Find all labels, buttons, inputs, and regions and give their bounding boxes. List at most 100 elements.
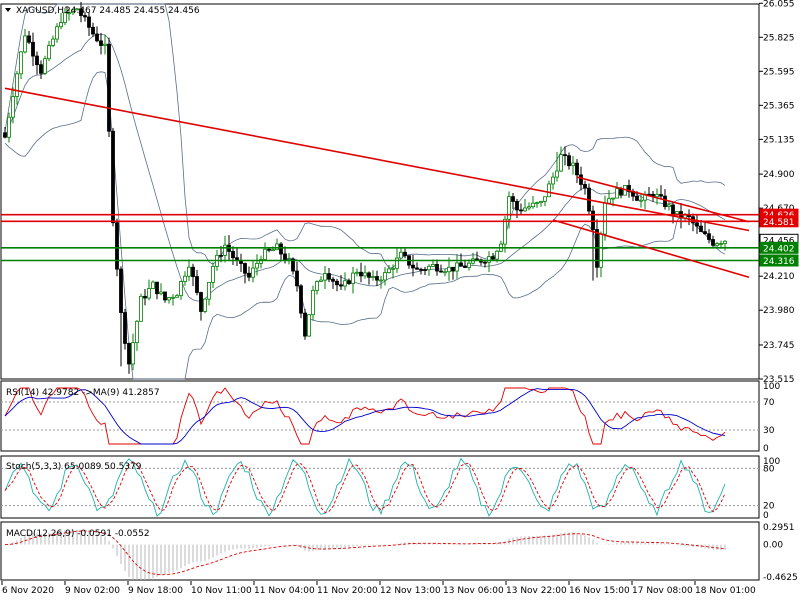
candle-body xyxy=(539,201,543,204)
price-tag-label: 24.456 xyxy=(763,236,795,246)
candle xyxy=(491,253,495,260)
candle-body xyxy=(703,231,707,235)
candle xyxy=(195,269,199,296)
candle xyxy=(35,51,39,75)
candle-body xyxy=(603,202,607,235)
candle-body xyxy=(299,285,303,314)
candle-body xyxy=(527,206,531,209)
rsi-pane: 100 70 30 0 xyxy=(1,382,780,454)
candle-body xyxy=(347,280,351,284)
candle xyxy=(571,155,575,175)
candle-body xyxy=(491,256,495,260)
candle-body xyxy=(663,195,667,207)
candle-body xyxy=(63,12,67,23)
candle xyxy=(75,7,79,11)
candle xyxy=(399,247,403,259)
candle-body xyxy=(303,312,307,337)
candle xyxy=(151,280,155,289)
candle-body xyxy=(151,281,155,289)
candle xyxy=(367,271,371,285)
candle-body xyxy=(191,266,195,277)
trendlines[interactable] xyxy=(4,87,750,279)
candle xyxy=(403,248,407,259)
candle-body xyxy=(335,280,339,286)
candle xyxy=(371,270,375,281)
price-tag-label: 24.581 xyxy=(763,218,795,228)
candle-body xyxy=(323,273,327,281)
candle-body xyxy=(443,271,447,274)
candle-body xyxy=(635,195,639,201)
candle xyxy=(591,205,595,281)
stochastic-label: Stoch(5,3,3) 65.0089 50.5379 xyxy=(6,462,142,472)
stoch-signal-line xyxy=(4,461,726,514)
candle xyxy=(123,308,127,350)
candle-body xyxy=(495,250,499,260)
candle-body xyxy=(295,270,299,287)
time-tick-label: 10 Nov 11:00 xyxy=(191,586,252,596)
dropdown-triangle-icon[interactable] xyxy=(5,8,11,12)
time-tick-label: 16 Nov 15:00 xyxy=(569,586,630,596)
candle-body xyxy=(147,288,151,299)
pane-tick-label: 0 xyxy=(763,444,769,454)
candle xyxy=(67,8,71,21)
candle-body xyxy=(71,9,75,14)
candle-body xyxy=(67,12,71,15)
candle-body xyxy=(243,263,247,274)
candle xyxy=(419,267,423,275)
candle xyxy=(279,242,283,261)
price-tag-label: 24.402 xyxy=(763,244,795,254)
chart-header: XAGUSD,H1 24.467 24.485 24.455 24.456 xyxy=(5,6,200,16)
candle-body xyxy=(55,26,59,40)
time-tick-label: 6 Nov 2020 xyxy=(2,586,54,596)
candle xyxy=(223,235,227,263)
candle xyxy=(711,235,715,248)
candle xyxy=(299,284,303,319)
candle-body xyxy=(483,261,487,264)
candle xyxy=(539,200,543,207)
candle xyxy=(147,279,151,301)
candle xyxy=(23,28,27,54)
candle xyxy=(455,254,459,279)
candle-body xyxy=(671,204,675,215)
candle-body xyxy=(103,43,107,46)
candle xyxy=(63,7,67,25)
candle-body xyxy=(183,275,187,282)
candle-body xyxy=(19,51,23,75)
candle xyxy=(243,262,247,284)
bollinger-bands xyxy=(4,3,726,380)
candle-body xyxy=(179,281,183,297)
candle xyxy=(723,240,727,251)
candle-body xyxy=(431,264,435,267)
candle xyxy=(503,216,507,253)
candle-body xyxy=(95,33,99,42)
candle-body xyxy=(599,233,603,268)
pane-tick-label: 80 xyxy=(763,464,775,474)
candle-body xyxy=(115,222,119,270)
price-tick-label: 25.595 xyxy=(763,67,795,77)
price-tick-label: 25.365 xyxy=(763,101,795,111)
candle xyxy=(535,201,539,208)
trendline-0 xyxy=(4,87,750,232)
candle xyxy=(107,37,111,137)
time-tick-label: 13 Nov 22:00 xyxy=(506,586,567,596)
candle-body xyxy=(351,272,355,284)
candle xyxy=(343,272,347,291)
candle-body xyxy=(487,256,491,263)
time-tick-label: 9 Nov 02:00 xyxy=(65,586,120,596)
candle-body xyxy=(515,201,519,211)
pane-tick-label: 100 xyxy=(763,382,780,392)
candle-body xyxy=(543,196,547,202)
candle-body xyxy=(675,211,679,215)
stoch-main-line xyxy=(4,457,726,517)
candle xyxy=(627,179,631,198)
candle-body xyxy=(339,284,343,287)
macd-signal-line xyxy=(4,530,726,576)
candle-body xyxy=(199,292,203,312)
pane-tick-label: 70 xyxy=(763,398,775,408)
price-tag-support: 24.402 xyxy=(759,241,799,254)
candle-body xyxy=(23,35,27,53)
candle xyxy=(159,283,163,296)
candle-body xyxy=(639,199,643,202)
